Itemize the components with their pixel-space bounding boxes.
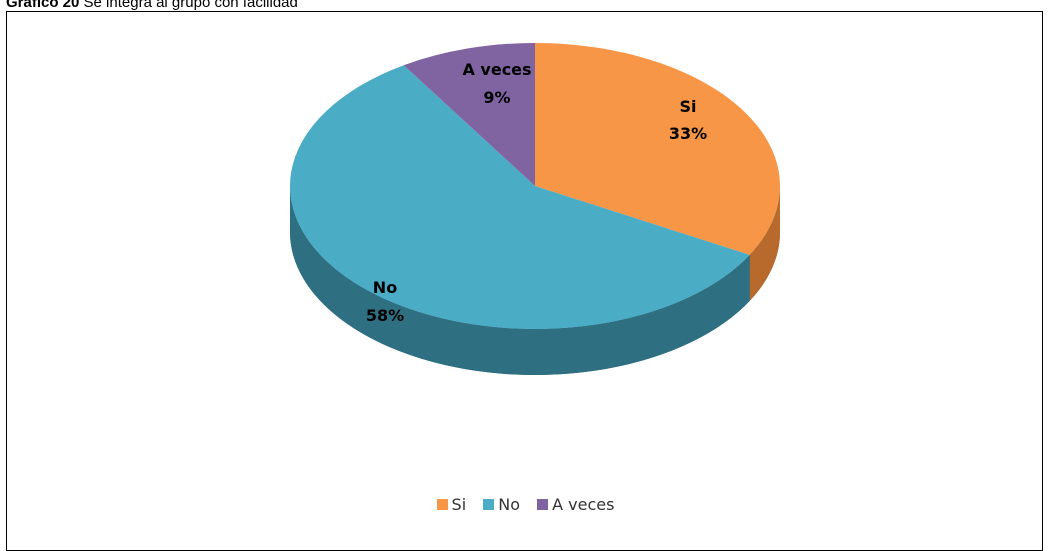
legend-item-no: No [483, 495, 520, 514]
legend-swatch-no [483, 499, 495, 510]
caption-number: Gráfico 20 [6, 0, 80, 11]
pie-rim-si [749, 186, 780, 301]
data-label-value-no: 58% [366, 306, 404, 325]
data-label-value-si: 33% [669, 124, 707, 143]
pie-slice-no [289, 65, 750, 329]
legend-label-no: No [498, 495, 521, 514]
legend-swatch-si [436, 499, 448, 510]
chart-legend: Si No A veces [0, 495, 1051, 514]
data-label-category-si: Si [679, 97, 696, 116]
figure-caption: Gráfico 20 Se integra al grupo con facil… [6, 0, 298, 11]
legend-item-a-veces: A veces [537, 495, 614, 514]
pie-slice-si [535, 43, 780, 255]
pie-chart: Si 33% No 58% A veces 9% [289, 43, 780, 375]
legend-label-a-veces: A veces [552, 495, 615, 514]
data-label-category-a-veces: A veces [462, 60, 531, 79]
pie-slice-a-veces [403, 43, 535, 186]
data-label-category-no: No [373, 278, 397, 297]
caption-text: Se integra al grupo con facilidad [83, 0, 298, 11]
data-label-value-a-veces: 9% [483, 88, 510, 107]
legend-swatch-a-veces [537, 499, 549, 510]
legend-item-si: Si [436, 495, 467, 514]
legend-label-si: Si [451, 495, 467, 514]
pie-rim-no [290, 186, 750, 375]
